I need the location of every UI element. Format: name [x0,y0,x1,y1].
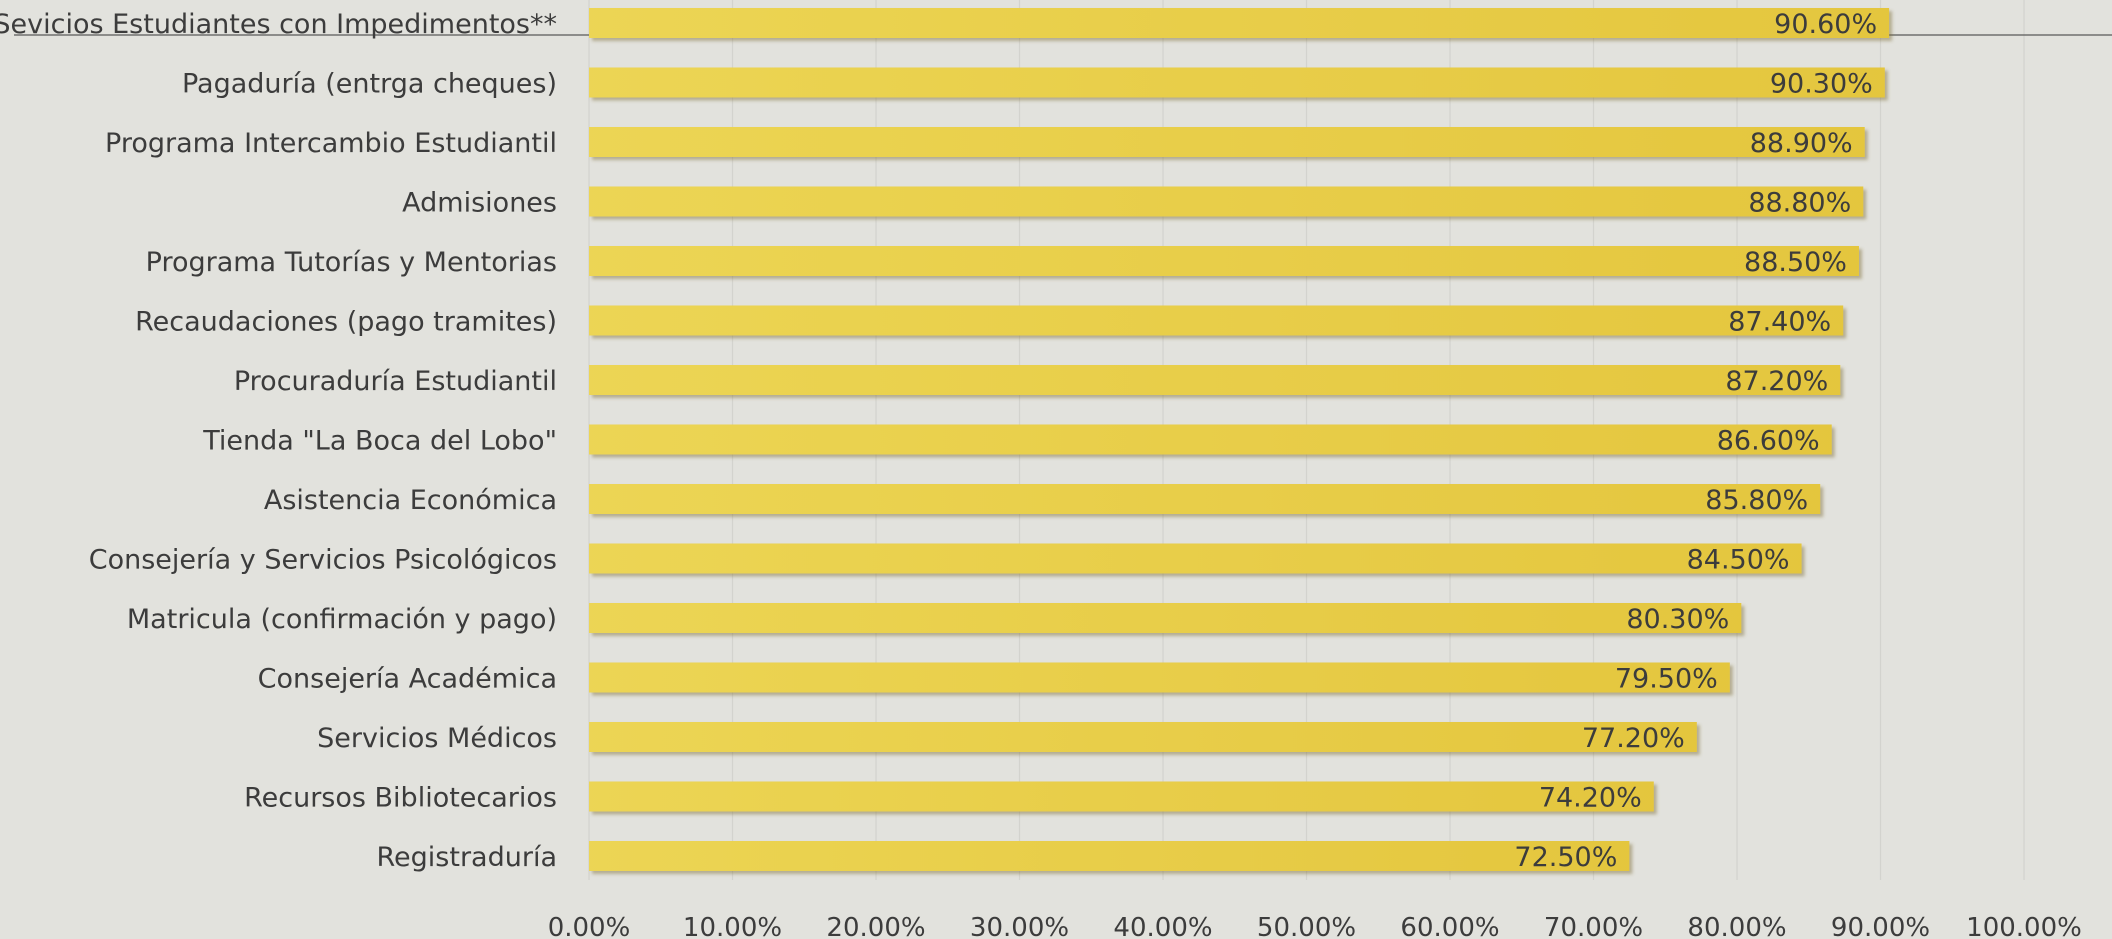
bar [589,722,1697,752]
data-label: 90.60% [1774,9,1877,40]
x-axis: 0.00% 10.00% 20.00% 30.00% 40.00% 50.00% 60.00… [548,913,2082,939]
category-label: Programa Intercambio Estudiantil [105,128,557,159]
data-label: 88.90% [1750,128,1853,159]
category-label: Matricula (confirmación y pago) [127,604,557,635]
data-label: 80.30% [1626,604,1729,635]
category-labels: Sevicios Estudiantes con Impedimentos** P… [0,9,557,873]
bar [589,8,1890,38]
category-label: Programa Tutorías y Mentorias [146,247,557,278]
category-label: Servicios Médicos [317,723,557,754]
category-label: Recaudaciones (pago tramites) [135,307,557,338]
category-label: Consejería Académica [258,664,557,695]
bar [589,246,1859,276]
x-tick-label: 90.00% [1831,913,1930,939]
bars [589,8,1890,871]
data-label: 74.20% [1539,783,1642,814]
bar [589,603,1742,633]
x-tick-label: 80.00% [1687,913,1786,939]
data-label: 79.50% [1615,664,1718,695]
category-label: Tienda "La Boca del Lobo" [202,426,557,457]
bar [589,365,1841,395]
category-label: Sevicios Estudiantes con Impedimentos** [0,9,557,40]
x-tick-label: 70.00% [1544,913,1643,939]
category-label: Registraduría [377,842,558,873]
data-label: 90.30% [1770,69,1873,100]
category-label: Admisiones [402,188,557,219]
bar [589,305,1844,336]
data-label: 87.20% [1725,366,1828,397]
bar [589,67,1885,98]
x-tick-label: 40.00% [1113,913,1212,939]
data-label: 84.50% [1687,545,1790,576]
x-tick-label: 50.00% [1257,913,1356,939]
bar [589,781,1654,812]
x-tick-label: 100.00% [1966,913,2082,939]
data-label: 88.50% [1744,247,1847,278]
bar [589,424,1832,455]
bar [589,484,1821,514]
bar [589,127,1865,157]
category-label: Consejería y Servicios Psicológicos [89,545,557,576]
value-labels: 90.60% 90.30% 88.90% 88.80% 88.50% 87.40% 87.2… [1514,9,1877,873]
x-tick-label: 0.00% [548,913,631,939]
bar [589,543,1802,574]
data-label: 77.20% [1582,723,1685,754]
x-tick-label: 30.00% [970,913,1069,939]
data-label: 85.80% [1705,485,1808,516]
category-label: Asistencia Económica [264,485,557,516]
bar [589,841,1630,871]
data-label: 87.40% [1728,307,1831,338]
x-tick-label: 20.00% [826,913,925,939]
data-label: 88.80% [1748,188,1851,219]
x-tick-label: 60.00% [1400,913,1499,939]
bar [589,662,1730,693]
category-label: Pagaduría (entrga cheques) [182,69,557,100]
data-label: 72.50% [1514,842,1617,873]
category-label: Procuraduría Estudiantil [234,366,557,397]
bar [589,186,1864,217]
data-label: 86.60% [1717,426,1820,457]
x-tick-label: 10.00% [683,913,782,939]
category-label: Recursos Bibliotecarios [244,783,557,814]
